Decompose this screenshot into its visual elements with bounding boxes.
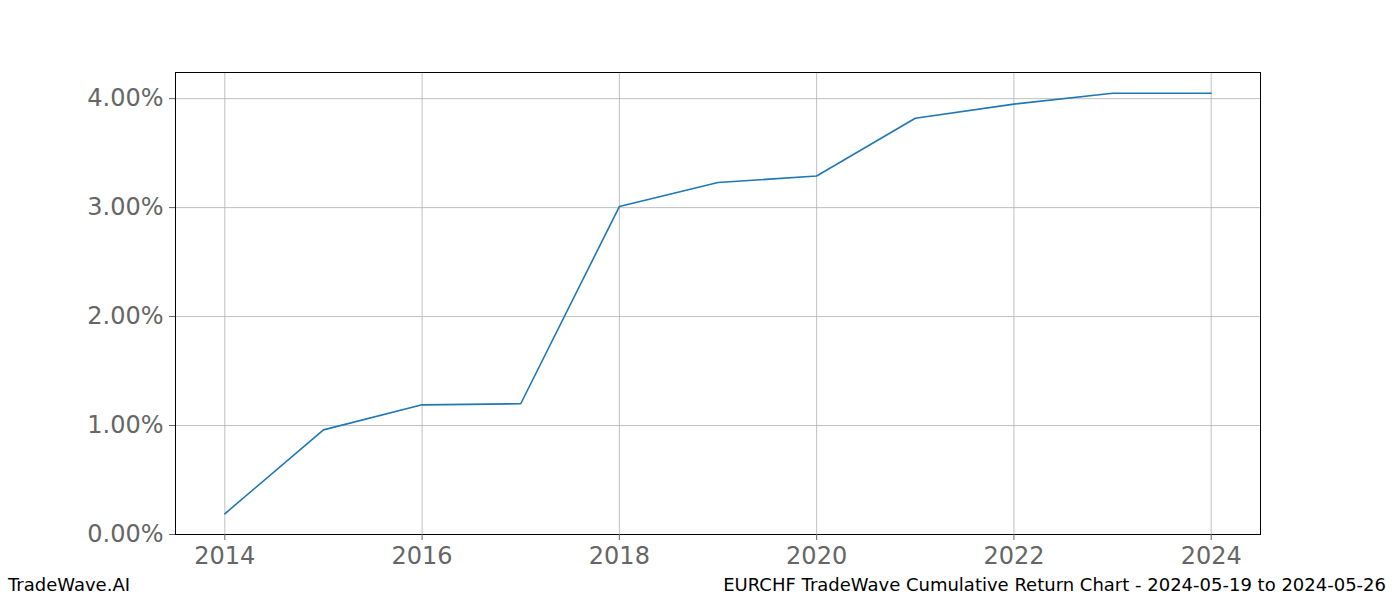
html-text:EURCHF TradeWave Cumulative Re: EURCHF TradeWave Cumulative Return Chart…	[723, 574, 1386, 595]
svg-text:2020: 2020	[786, 542, 847, 570]
svg-text:2.00%: 2.00%	[87, 302, 163, 330]
svg-text:2018: 2018	[589, 542, 650, 570]
html-text:TradeWave.AI: TradeWave.AI	[8, 574, 130, 595]
svg-text:2022: 2022	[983, 542, 1044, 570]
svg-text:2014: 2014	[194, 542, 255, 570]
svg-text:1.00%: 1.00%	[87, 411, 163, 439]
svg-text:2024: 2024	[1181, 542, 1242, 570]
svg-text:4.00%: 4.00%	[87, 84, 163, 112]
svg-text:0.00%: 0.00%	[87, 520, 163, 548]
svg-text:3.00%: 3.00%	[87, 193, 163, 221]
svg-text:2016: 2016	[392, 542, 453, 570]
